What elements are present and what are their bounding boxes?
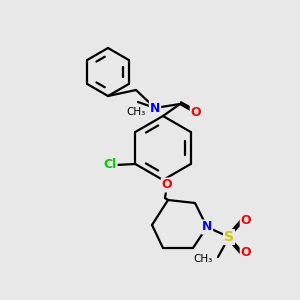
Text: O: O: [191, 106, 201, 119]
Text: S: S: [224, 230, 234, 244]
Text: N: N: [202, 220, 212, 233]
Text: O: O: [162, 178, 172, 191]
Text: Cl: Cl: [103, 158, 117, 172]
Text: N: N: [150, 101, 160, 115]
Text: CH₃: CH₃: [126, 107, 146, 117]
Text: O: O: [241, 247, 251, 260]
Text: CH₃: CH₃: [194, 254, 213, 264]
Text: O: O: [241, 214, 251, 227]
